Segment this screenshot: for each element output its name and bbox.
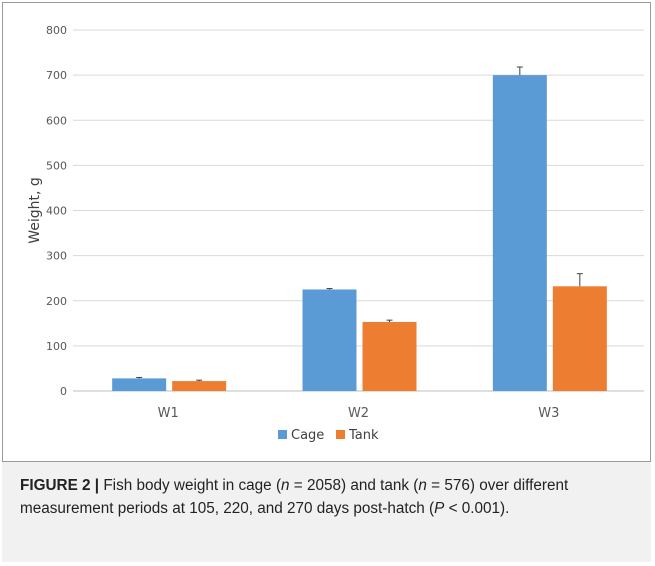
- y-tick-label: 700: [46, 69, 67, 82]
- legend: Cage Tank: [278, 428, 379, 443]
- caption-text-3: = 576) over different measurement period…: [20, 477, 569, 517]
- bar-tank-w1: [172, 381, 227, 391]
- x-category-label: W3: [538, 406, 559, 421]
- caption-n-symbol-2: n: [418, 477, 427, 494]
- caption-n-symbol-1: n: [281, 477, 290, 494]
- figure-caption: FIGURE 2 | Fish body weight in cage (n =…: [2, 462, 651, 562]
- y-axis-title: Weight, g: [27, 177, 43, 244]
- y-tick-label: 600: [46, 114, 67, 127]
- y-tick-label: 0: [60, 385, 67, 398]
- y-tick-label: 500: [46, 159, 67, 172]
- y-tick-label: 400: [46, 205, 67, 218]
- bar-cage-w2: [302, 289, 357, 391]
- y-tick-label: 100: [46, 340, 67, 353]
- bar-tank-w3: [552, 286, 607, 391]
- bar-chart: 0 100 200 300 400 500 600 700 800 W1 W2 W3 Weight, …: [27, 24, 644, 443]
- bar-tank-w2: [362, 321, 417, 391]
- y-tick-label: 800: [46, 24, 67, 37]
- bar-cage-w1: [112, 378, 167, 391]
- legend-label-tank: Tank: [348, 428, 379, 443]
- legend-swatch-cage: [278, 430, 287, 439]
- caption-text-2: = 2058) and tank (: [289, 477, 419, 494]
- legend-swatch-tank: [336, 430, 345, 439]
- caption-text-4: < 0.001).: [444, 500, 510, 517]
- legend-label-cage: Cage: [291, 428, 324, 443]
- chart-frame: 0 100 200 300 400 500 600 700 800 W1 W2 W3 Weight, …: [2, 2, 651, 462]
- y-tick-label: 200: [46, 295, 67, 308]
- y-tick-label: 300: [46, 250, 67, 263]
- x-category-label: W1: [158, 406, 179, 421]
- caption-p-symbol: P: [434, 500, 445, 517]
- bar-cage-w3: [492, 75, 547, 391]
- x-category-label: W2: [348, 406, 369, 421]
- caption-text-1: Fish body weight in cage (: [99, 477, 282, 494]
- caption-label: FIGURE 2 |: [20, 477, 100, 494]
